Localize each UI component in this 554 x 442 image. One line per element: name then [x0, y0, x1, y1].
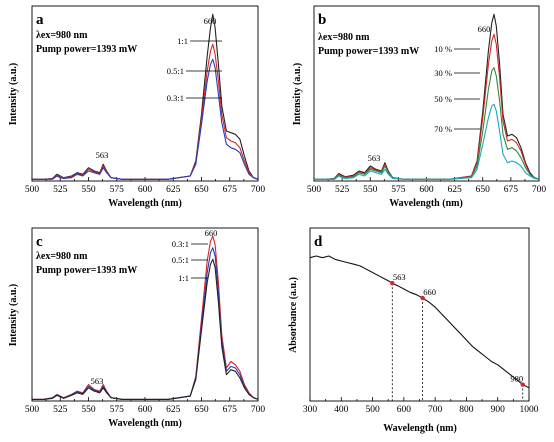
panel-letter: a — [36, 12, 44, 28]
x-axis-title: Wavelength (nm) — [108, 198, 182, 209]
x-tick-label: 500 — [307, 185, 322, 195]
series-label-10: 10 % — [434, 44, 452, 54]
marker-660 — [420, 295, 425, 301]
series-line-0-5-1 — [32, 43, 259, 180]
x-tick-label: 500 — [25, 405, 40, 415]
series-line-1 — [309, 255, 530, 389]
annotation-563: 563 — [91, 376, 104, 386]
x-axis-title: Wavelength (nm) — [108, 418, 182, 429]
x-tick-label: 600 — [419, 185, 434, 195]
series-label-1-1: 1:1 — [177, 36, 188, 46]
series-lines — [32, 235, 259, 400]
marked-points: 563 660 980 — [390, 272, 525, 401]
condition-pump-power: Pump power=1393 mW — [36, 44, 137, 55]
condition-excitation: λex=980 nm — [36, 251, 88, 262]
series-lines — [314, 13, 540, 180]
x-axis-title: Wavelength (nm) — [389, 198, 463, 209]
plot-frame — [309, 227, 530, 402]
x-tick-label: 675 — [223, 405, 238, 415]
annotation-660: 660 — [478, 24, 491, 34]
annotation-660: 660 — [204, 16, 217, 26]
series-labels: 10 % 30 % 50 % 70 % — [434, 44, 480, 134]
series-label-0-5-1: 0.5:1 — [167, 66, 184, 76]
series-label-0-3-1: 0.3:1 — [172, 239, 189, 249]
x-tick-label: 550 — [81, 185, 96, 195]
marker-label-980: 980 — [510, 374, 523, 384]
x-tick-label: 300 — [303, 405, 318, 415]
x-tick-label: 525 — [53, 405, 68, 415]
series-line-70 — [314, 103, 540, 180]
y-axis-title: Intensity (a.u.) — [8, 284, 19, 347]
series-label-70: 70 % — [434, 124, 452, 134]
x-tick-label: 600 — [397, 405, 412, 415]
marker-label-563: 563 — [393, 272, 406, 282]
annotation-563: 563 — [368, 153, 381, 163]
condition-pump-power: Pump power=1393 mW — [318, 46, 419, 57]
panel-b: b λex=980 nm Pump power=1393 mW Waveleng… — [292, 5, 547, 209]
x-tick-label: 650 — [194, 405, 209, 415]
x-tick-label: 625 — [166, 185, 181, 195]
x-tick-label: 600 — [138, 405, 153, 415]
x-tick-label: 700 — [532, 185, 547, 195]
panel-d: d Wavelength (nm) Absorbance (a.u.) 300 4… — [288, 227, 539, 434]
condition-excitation: λex=980 nm — [318, 32, 370, 43]
series-labels: 0.3:1 0.5:1 1:1 — [172, 239, 208, 283]
series-label-50: 50 % — [434, 94, 452, 104]
x-tick-label: 525 — [53, 185, 68, 195]
x-axis-ticks: 500 525 550 575 600 625 650 675 700 — [25, 397, 266, 415]
x-tick-label: 600 — [138, 185, 153, 195]
x-tick-label: 500 — [365, 405, 380, 415]
series-label-0-5-1: 0.5:1 — [172, 255, 189, 265]
x-tick-label: 700 — [251, 185, 266, 195]
x-axis-ticks: 300 400 500 600 700 800 900 1000 — [303, 397, 539, 415]
x-tick-label: 550 — [363, 185, 378, 195]
x-tick-label: 800 — [459, 405, 474, 415]
x-tick-label: 550 — [81, 405, 96, 415]
y-axis-title: Intensity (a.u.) — [8, 63, 19, 126]
series-label-0-3-1: 0.3:1 — [167, 93, 184, 103]
y-axis-title: Absorbance (a.u.) — [288, 277, 299, 353]
marker-label-660: 660 — [423, 287, 436, 297]
x-tick-label: 900 — [491, 405, 506, 415]
series-label-1-1: 1:1 — [178, 273, 189, 283]
x-tick-label: 625 — [448, 185, 463, 195]
y-axis-title: Intensity (a.u.) — [292, 63, 303, 126]
x-tick-label: 650 — [476, 185, 491, 195]
panel-letter: b — [318, 12, 326, 28]
marker-563 — [390, 280, 395, 286]
x-tick-label: 675 — [504, 185, 519, 195]
condition-pump-power: Pump power=1393 mW — [36, 265, 137, 276]
panel-c: c λex=980 nm Pump power=1393 mW Waveleng… — [8, 227, 266, 429]
annotation-563: 563 — [96, 150, 109, 160]
panel-letter: c — [36, 234, 43, 250]
x-tick-label: 400 — [334, 405, 349, 415]
x-tick-label: 575 — [110, 405, 125, 415]
panel-letter: d — [314, 234, 323, 250]
annotation-660: 660 — [205, 228, 218, 238]
series-lines — [32, 13, 259, 180]
x-tick-label: 575 — [110, 185, 125, 195]
x-tick-label: 525 — [335, 185, 350, 195]
x-axis-ticks: 500 525 550 575 600 625 650 675 700 — [307, 177, 547, 195]
x-axis-title: Wavelength (nm) — [383, 423, 457, 434]
x-tick-label: 700 — [428, 405, 443, 415]
x-tick-label: 625 — [166, 405, 181, 415]
marker-980 — [520, 382, 525, 387]
x-tick-label: 1000 — [520, 405, 539, 415]
panel-a: a λex=980 nm Pump power=1393 mW Waveleng… — [8, 5, 266, 209]
x-tick-label: 575 — [391, 185, 406, 195]
series-line-1-1 — [32, 258, 259, 400]
series-lines — [309, 255, 530, 389]
x-tick-label: 650 — [194, 185, 209, 195]
condition-excitation: λex=980 nm — [36, 30, 88, 41]
x-tick-label: 500 — [25, 185, 40, 195]
series-labels: 1:1 0.5:1 0.3:1 — [167, 36, 222, 103]
x-axis-ticks: 500 525 550 575 600 625 650 675 700 — [25, 177, 266, 195]
series-line-0-3-1 — [32, 58, 259, 180]
x-tick-label: 700 — [251, 405, 266, 415]
x-tick-label: 675 — [223, 185, 238, 195]
series-label-30: 30 % — [434, 68, 452, 78]
